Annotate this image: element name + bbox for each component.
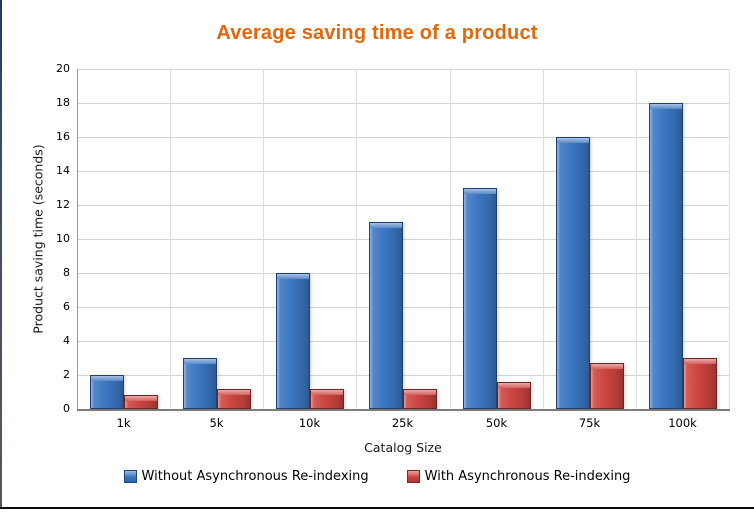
- bar-blue-5k: [183, 358, 217, 409]
- bar-blue-1k: [90, 375, 124, 409]
- legend-swatch-blue-icon: [123, 470, 137, 483]
- y-tick-label: 18: [56, 96, 70, 109]
- bar-red-50k: [497, 382, 531, 409]
- bar-top-bevel: [277, 274, 309, 279]
- bar-red-25k: [403, 389, 437, 409]
- y-tick-label: 4: [63, 334, 70, 347]
- bar-blue-10k: [276, 273, 310, 409]
- grid-line-horizontal: [78, 341, 730, 342]
- bar-top-bevel: [650, 104, 682, 109]
- bar-red-5k: [217, 389, 251, 409]
- bar-blue-75k: [556, 137, 590, 409]
- grid-line-horizontal: [78, 103, 730, 104]
- legend-label: With Asynchronous Re-indexing: [424, 469, 631, 484]
- bar-top-bevel: [311, 390, 343, 395]
- x-category-label: 5k: [209, 416, 224, 430]
- legend-item-without-async: Without Asynchronous Re-indexing: [123, 469, 369, 484]
- bar-top-bevel: [91, 376, 123, 381]
- grid-line-vertical: [450, 69, 451, 409]
- grid-line-horizontal: [78, 205, 730, 206]
- bar-top-bevel: [591, 364, 623, 369]
- bar-blue-50k: [463, 188, 497, 409]
- y-tick-label: 0: [63, 402, 70, 415]
- x-category-label: 1k: [116, 416, 131, 430]
- bar-top-bevel: [218, 390, 250, 395]
- legend-label: Without Asynchronous Re-indexing: [141, 469, 369, 484]
- grid-line-horizontal: [78, 375, 730, 376]
- y-axis-ticks: 0 2 4 6 8 10 12 14 16 18 20: [0, 62, 70, 415]
- window-bottom-line: [0, 507, 754, 509]
- y-tick-label: 2: [63, 368, 70, 381]
- bar-top-bevel: [184, 359, 216, 364]
- x-axis-title: Catalog Size: [364, 440, 442, 455]
- window-left-border: [0, 0, 2, 509]
- grid-line-vertical: [729, 69, 730, 409]
- grid-line-horizontal: [78, 69, 730, 70]
- bar-red-10k: [310, 389, 344, 409]
- chart-title: Average saving time of a product: [216, 22, 538, 44]
- bar-top-bevel: [125, 396, 157, 401]
- bar-top-bevel: [684, 359, 716, 364]
- x-category-label: 25k: [391, 416, 414, 430]
- bar-top-bevel: [498, 383, 530, 388]
- bar-top-bevel: [370, 223, 402, 228]
- grid-line-vertical: [356, 69, 357, 409]
- grid-line-horizontal: [78, 239, 730, 240]
- bar-red-100k: [683, 358, 717, 409]
- y-tick-label: 20: [56, 62, 70, 75]
- grid-line-horizontal: [78, 307, 730, 308]
- x-axis-labels: 1k 5k 10k 25k 50k 75k 100k: [77, 416, 729, 432]
- y-tick-label: 10: [56, 232, 70, 245]
- legend: Without Asynchronous Re-indexing With As…: [0, 469, 754, 484]
- legend-item-with-async: With Asynchronous Re-indexing: [406, 469, 631, 484]
- y-tick-label: 6: [63, 300, 70, 313]
- y-tick-label: 8: [63, 266, 70, 279]
- x-category-label: 10k: [298, 416, 321, 430]
- plot-area: [77, 69, 730, 411]
- bar-red-1k: [124, 395, 158, 409]
- legend-swatch-red-icon: [406, 470, 420, 483]
- y-tick-label: 12: [56, 198, 70, 211]
- grid-line-vertical: [170, 69, 171, 409]
- grid-line-vertical: [263, 69, 264, 409]
- grid-line-vertical: [636, 69, 637, 409]
- bar-blue-25k: [369, 222, 403, 409]
- bar-top-bevel: [464, 189, 496, 194]
- bar-top-bevel: [557, 138, 589, 143]
- bar-blue-100k: [649, 103, 683, 409]
- grid-line-horizontal: [78, 171, 730, 172]
- bar-top-bevel: [404, 390, 436, 395]
- x-category-label: 100k: [668, 416, 697, 430]
- grid-line-horizontal: [78, 137, 730, 138]
- x-category-label: 75k: [578, 416, 601, 430]
- x-category-label: 50k: [485, 416, 508, 430]
- y-tick-label: 16: [56, 130, 70, 143]
- grid-line-vertical: [543, 69, 544, 409]
- y-tick-label: 14: [56, 164, 70, 177]
- grid-line-horizontal: [78, 273, 730, 274]
- bar-red-75k: [590, 363, 624, 409]
